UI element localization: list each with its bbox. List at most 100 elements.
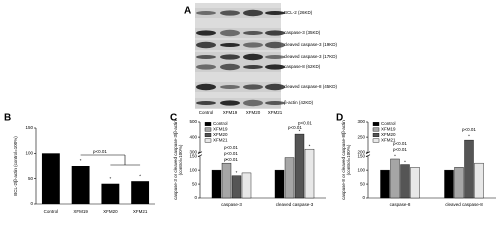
lane-label: XFM20 (246, 110, 261, 115)
bar (390, 158, 400, 199)
blot-band (220, 63, 240, 71)
blot-band (220, 29, 240, 37)
x-tick-label: XFM20 (103, 209, 118, 214)
annotation: p<0.01 (393, 147, 407, 152)
bar (294, 133, 305, 199)
blot-band (196, 55, 216, 59)
bar (101, 183, 120, 204)
annotation: * (299, 129, 301, 134)
bar (464, 139, 474, 199)
legend-swatch (372, 138, 380, 143)
legend-swatch (204, 122, 212, 126)
legend-swatch (372, 127, 380, 132)
annotation: p<0.01 (93, 149, 107, 154)
y-axis-label: BCL-2/β-actin (control=100%) (13, 136, 18, 196)
band-label: cleaved caspase-3 (17KD) (284, 54, 338, 59)
y-tick-label: 100 (189, 167, 197, 172)
legend-swatch (204, 138, 212, 143)
band-label: β-actin (42KD) (284, 100, 314, 105)
blot-band (265, 83, 285, 91)
legend-label: XFM20 (213, 132, 228, 137)
annotation: * (110, 176, 112, 181)
y-axis-label: (control=100%) (178, 144, 183, 175)
y-tick-label: 0 (194, 195, 197, 200)
y-axis-label: caspase-8 or cleaved caspase-8/β-actin (341, 120, 346, 200)
axis-break (365, 151, 371, 154)
annotation: * (236, 170, 238, 175)
legend-label: Control (213, 121, 228, 126)
bar (274, 169, 285, 199)
y-tick-label: 0 (30, 201, 33, 206)
bar (284, 157, 295, 199)
blot-band (220, 85, 240, 89)
y-tick-label: 200 (357, 149, 365, 154)
panel-label: A (184, 6, 191, 17)
legend-label: XFM21 (381, 138, 396, 143)
annotation: * (394, 154, 396, 159)
annotation: p<0.01 (393, 141, 407, 146)
bar (241, 172, 252, 199)
y-tick-label: 50 (28, 176, 34, 181)
y-tick-label: 150 (357, 153, 365, 158)
blot-band (243, 84, 263, 90)
annotation: p<0.01 (288, 125, 302, 130)
annotation: p<0.01 (224, 151, 238, 156)
x-tick-label: cleaved caspase-3 (276, 202, 314, 207)
blot-band (243, 53, 263, 61)
bar (400, 164, 410, 199)
bar (231, 175, 242, 199)
x-tick-label: Control (44, 209, 59, 214)
annotation: * (80, 158, 82, 163)
legend-swatch (372, 122, 380, 126)
blot-band (243, 99, 263, 107)
y-axis-label: (control=100%) (346, 144, 351, 175)
bar (304, 148, 315, 199)
legend-label: XFM19 (381, 127, 396, 132)
blot-band (196, 83, 216, 91)
blot-band (243, 31, 263, 35)
axis-break (197, 151, 203, 154)
bar (41, 153, 60, 204)
annotation: * (309, 144, 311, 149)
bar (444, 169, 454, 199)
lane-label: XFM21 (268, 110, 283, 115)
x-tick-label: XFM19 (73, 209, 88, 214)
y-tick-label: 100 (357, 167, 365, 172)
legend-swatch (372, 133, 380, 137)
x-tick-label: XFM21 (133, 209, 148, 214)
y-tick-label: 300 (189, 149, 197, 154)
legend-label: Control (381, 121, 396, 126)
annotation: * (226, 158, 228, 163)
blot-band (220, 43, 240, 47)
bar (474, 162, 484, 199)
y-tick-label: 150 (25, 125, 33, 130)
bar (380, 169, 390, 199)
band-label: cleaved caspase-3 (19KD) (284, 42, 338, 47)
blot-band (196, 30, 216, 36)
figure: A BCL-2 (26KD) caspase-3 (35KD) cleaved ca… (4, 3, 496, 214)
y-tick-label: 250 (357, 134, 365, 139)
x-tick-label: caspase-8 (390, 202, 411, 207)
y-tick-label: 50 (192, 181, 198, 186)
y-tick-label: 150 (189, 153, 197, 158)
bar (71, 166, 90, 204)
x-tick-label: cleaved caspase-8 (445, 202, 483, 207)
lane-label: Control (199, 110, 214, 115)
band-label: BCL-2 (26KD) (284, 10, 313, 15)
bar (454, 167, 464, 199)
blot-band (196, 101, 216, 105)
annotation: * (468, 134, 470, 139)
blot-band (243, 65, 263, 69)
legend-label: XFM19 (213, 127, 228, 132)
y-tick-label: 0 (362, 195, 365, 200)
blot-band (265, 64, 285, 70)
blot-band (265, 55, 285, 59)
legend-label: XFM21 (213, 138, 228, 143)
panel-label: D (336, 113, 343, 124)
bar (131, 181, 150, 204)
lane-label: XFM19 (223, 110, 238, 115)
blot-band (265, 11, 285, 15)
band-label: cleaved caspase-8 (45KD) (284, 84, 338, 89)
bar (211, 169, 222, 199)
blot-band (220, 10, 240, 16)
